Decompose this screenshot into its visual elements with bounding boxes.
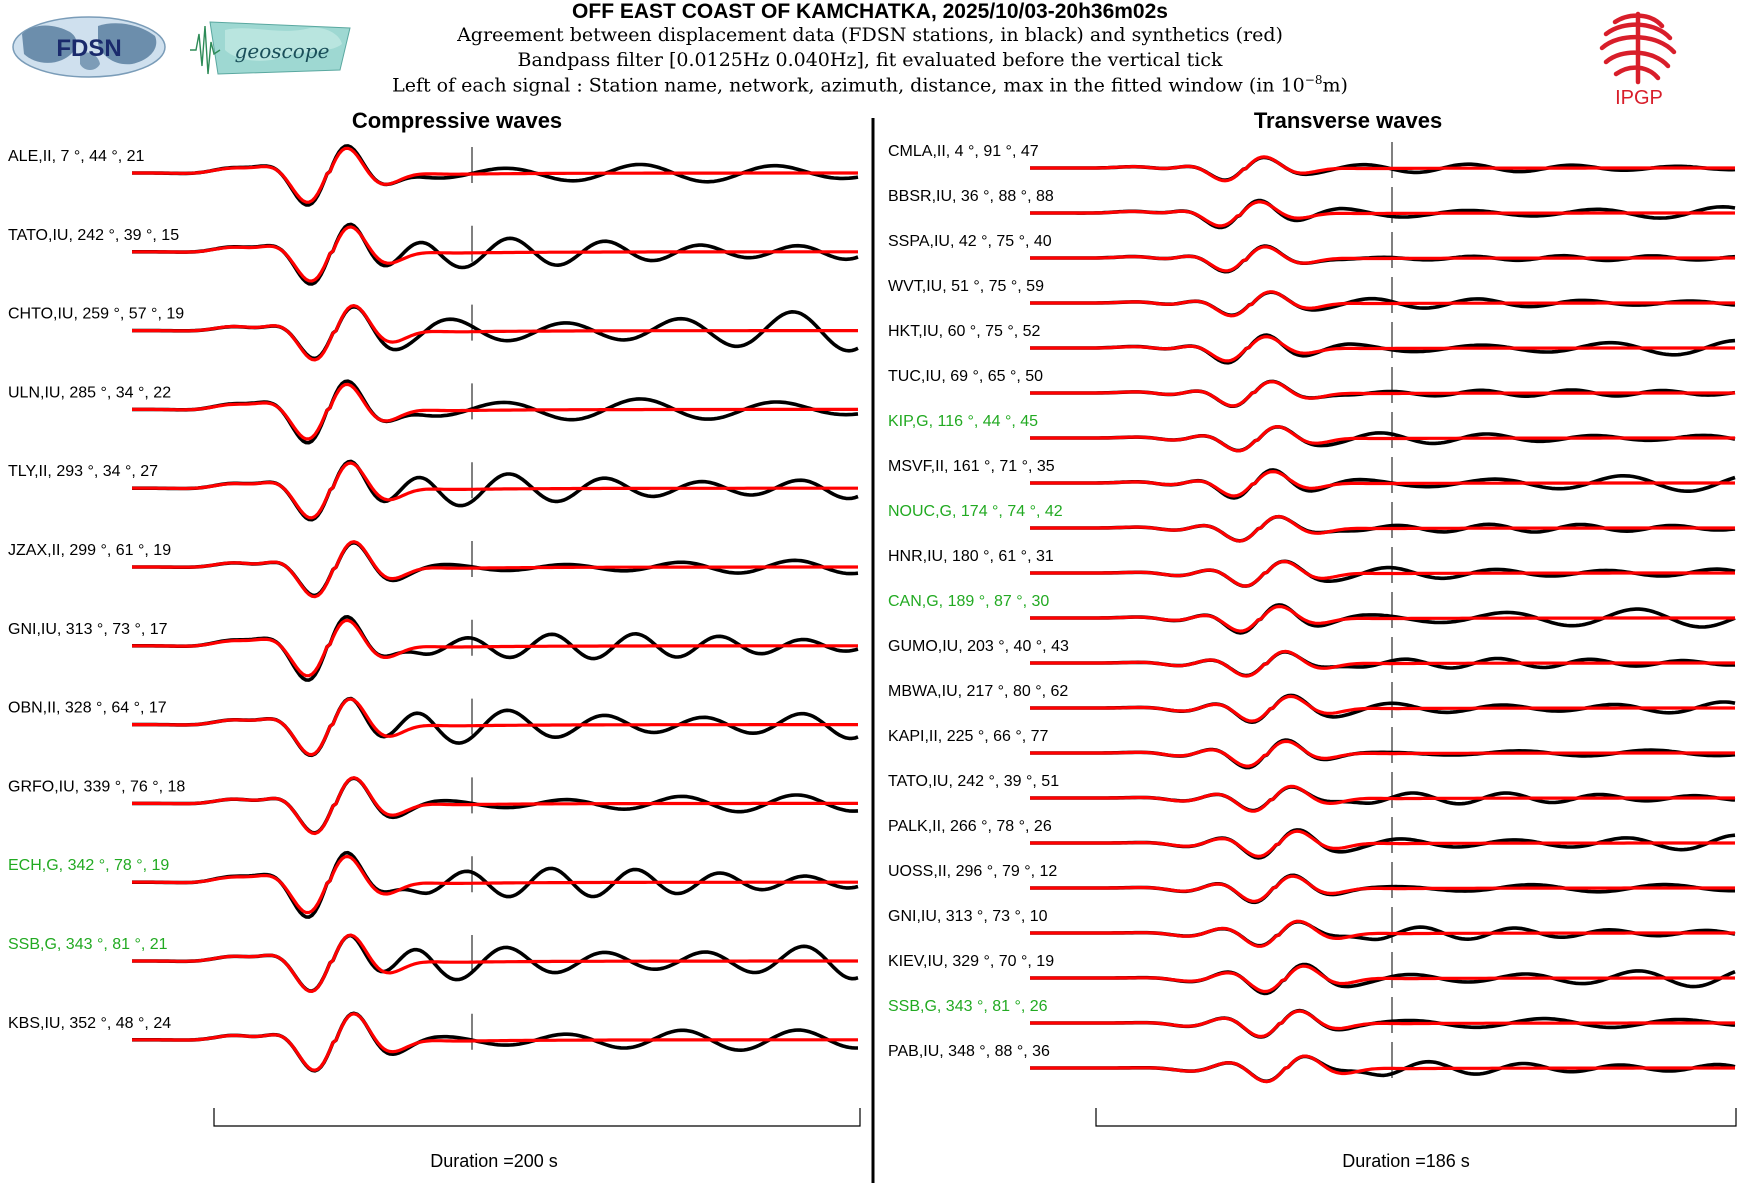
figure-title: OFF EAST COAST OF KAMCHATKA, 2025/10/03-… — [572, 0, 1168, 23]
duration-bracket-0 — [213, 1108, 861, 1127]
synthetic-trace-line — [1030, 829, 1735, 858]
station-label: JZAX,II, 299 °, 61 °, 19 — [8, 542, 171, 559]
synthetic-trace-line — [132, 382, 858, 441]
station-label: TLY,II, 293 °, 34 °, 27 — [8, 463, 158, 480]
station-label: TATO,IU, 242 °, 39 °, 15 — [8, 227, 179, 244]
station-label: KBS,IU, 352 °, 48 °, 24 — [8, 1015, 171, 1032]
station-label: CAN,G, 189 °, 87 °, 30 — [888, 593, 1049, 610]
station-label: OBN,II, 328 °, 64 °, 17 — [8, 700, 167, 717]
geoscope-logo: geoscope — [190, 21, 351, 75]
synthetic-trace-line — [1030, 874, 1735, 903]
panel-title-transverse: Transverse waves — [1254, 108, 1442, 133]
synthetic-trace-line — [132, 933, 858, 993]
station-label: KIP,G, 116 °, 44 °, 45 — [888, 413, 1038, 430]
station-label: TUC,IU, 69 °, 65 °, 50 — [888, 368, 1043, 385]
ipgp-logo-text: IPGP — [1615, 87, 1663, 108]
data-trace-line — [132, 615, 859, 682]
synthetic-trace-line — [1030, 604, 1735, 633]
synthetic-trace-line — [132, 304, 858, 362]
fdsn-logo: FDSN — [12, 16, 166, 78]
synthetic-trace-line — [1030, 470, 1735, 498]
station-label: MSVF,II, 161 °, 71 °, 35 — [888, 458, 1055, 475]
station-label: NOUC,G, 174 °, 74 °, 42 — [888, 503, 1063, 520]
station-label: HNR,IU, 180 °, 61 °, 31 — [888, 548, 1054, 565]
synthetic-trace-line — [132, 697, 858, 757]
data-trace-line — [132, 850, 859, 919]
duration-bracket-1 — [1095, 1108, 1737, 1127]
data-trace-line — [132, 379, 859, 445]
station-label: PAB,IU, 348 °, 88 °, 36 — [888, 1043, 1050, 1060]
station-label: GRFO,IU, 339 °, 76 °, 18 — [8, 778, 185, 795]
synthetic-trace-line — [1030, 335, 1735, 363]
synthetic-trace-line — [132, 1012, 858, 1072]
station-label: GNI,IU, 313 °, 73 °, 10 — [888, 908, 1048, 925]
synthetic-trace-line — [1030, 425, 1735, 453]
subtitle-line-3-suffix: m) — [1322, 74, 1348, 97]
synthetic-trace-line — [132, 146, 858, 204]
synthetic-trace-line — [1030, 245, 1735, 273]
station-label: WVT,IU, 51 °, 75 °, 59 — [888, 278, 1044, 295]
station-label: SSB,G, 343 °, 81 °, 21 — [8, 936, 168, 953]
ipgp-logo: IPGP — [1599, 11, 1677, 108]
synthetic-trace-line — [132, 225, 858, 283]
station-label: UOSS,II, 296 °, 79 °, 12 — [888, 863, 1057, 880]
synthetic-trace-line — [132, 540, 858, 599]
synthetic-trace-line — [1030, 155, 1735, 183]
synthetic-trace-line — [1030, 380, 1735, 408]
synthetic-trace-line — [1030, 964, 1735, 994]
synthetic-trace-line — [1030, 290, 1735, 318]
synthetic-trace-line — [1030, 649, 1735, 678]
station-label: ECH,G, 342 °, 78 °, 19 — [8, 857, 169, 874]
synthetic-trace-line — [1030, 739, 1735, 768]
station-label: SSPA,IU, 42 °, 75 °, 40 — [888, 233, 1052, 250]
synthetic-trace-line — [1030, 514, 1735, 543]
subtitle-line-2: Bandpass filter [0.0125Hz 0.040Hz], fit … — [517, 49, 1223, 71]
station-label: KAPI,II, 225 °, 66 °, 77 — [888, 728, 1049, 745]
synthetic-trace-line — [132, 618, 858, 678]
station-label: MBWA,IU, 217 °, 80 °, 62 — [888, 683, 1068, 700]
station-label: BBSR,IU, 36 °, 88 °, 88 — [888, 188, 1054, 205]
station-label: CHTO,IU, 259 °, 57 °, 19 — [8, 306, 184, 323]
station-label: ULN,IU, 285 °, 34 °, 22 — [8, 384, 171, 401]
subtitle-line-3-exponent: −8 — [1304, 73, 1323, 87]
synthetic-trace-line — [1030, 694, 1735, 723]
station-label: HKT,IU, 60 °, 75 °, 52 — [888, 323, 1041, 340]
panel-title-compressive: Compressive waves — [352, 108, 562, 133]
station-label: CMLA,II, 4 °, 91 °, 47 — [888, 143, 1039, 160]
synthetic-trace-line — [132, 854, 858, 915]
synthetic-trace-line — [1030, 1009, 1735, 1039]
station-label: GNI,IU, 313 °, 73 °, 17 — [8, 621, 168, 638]
station-label: KIEV,IU, 329 °, 70 °, 19 — [888, 953, 1054, 970]
station-label: PALK,II, 266 °, 78 °, 26 — [888, 818, 1052, 835]
subtitle-line-3: Left of each signal : Station name, netw… — [0, 73, 1740, 96]
synthetic-trace-line — [1030, 1054, 1735, 1084]
subtitle-line-3-prefix: Left of each signal : Station name, netw… — [392, 74, 1305, 97]
synthetic-trace-line — [132, 776, 858, 836]
synthetic-trace-line — [1030, 559, 1735, 588]
duration-label-0: Duration =200 s — [430, 1151, 558, 1171]
synthetic-trace-line — [132, 461, 858, 520]
geoscope-logo-text: geoscope — [235, 39, 330, 63]
synthetic-trace-line — [1030, 784, 1735, 813]
fdsn-logo-text: FDSN — [56, 35, 121, 62]
station-label: GUMO,IU, 203 °, 40 °, 43 — [888, 638, 1069, 655]
station-label: TATO,IU, 242 °, 39 °, 51 — [888, 773, 1059, 790]
subtitle-line-1: Agreement between displacement data (FDS… — [457, 24, 1283, 46]
station-label: ALE,II, 7 °, 44 °, 21 — [8, 148, 145, 165]
synthetic-trace-line — [1030, 200, 1735, 228]
duration-label-1: Duration =186 s — [1342, 1151, 1470, 1171]
synthetic-trace-line — [1030, 919, 1735, 948]
station-label: SSB,G, 343 °, 81 °, 26 — [888, 998, 1048, 1015]
